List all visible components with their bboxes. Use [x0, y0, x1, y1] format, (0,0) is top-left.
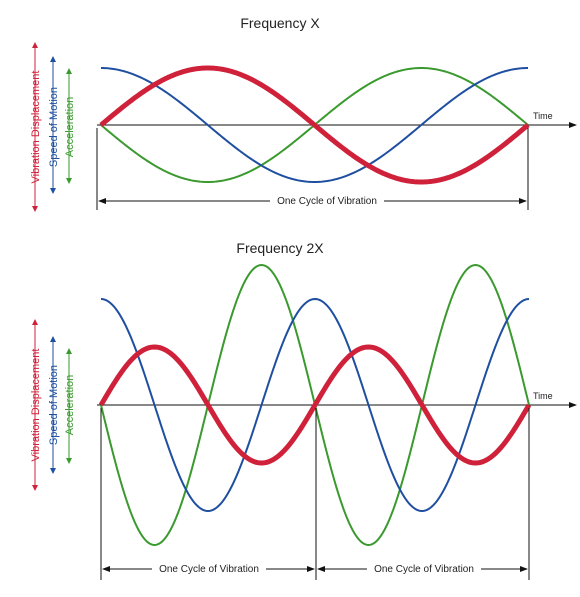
displacement-curve	[98, 344, 532, 466]
cycle-label: One Cycle of Vibration	[277, 196, 377, 207]
cycle-label-1: One Cycle of Vibration	[159, 564, 259, 575]
displacement-curve	[99, 65, 530, 185]
legend: Vibration Displacement Speed of Motion A…	[30, 42, 76, 212]
legend-label-acceleration: Acceleration	[64, 375, 76, 436]
legend-label-speed: Speed of Motion	[48, 87, 60, 167]
panel-frequency-x: Frequency X Vibration Displacement Speed…	[30, 15, 577, 212]
panel-title: Frequency 2X	[236, 240, 324, 256]
speed-curve	[100, 67, 529, 184]
legend-label-displacement: Vibration Displacement	[30, 71, 42, 184]
legend-label-speed: Speed of Motion	[48, 365, 60, 445]
panel-frequency-2x: Frequency 2X Vibration Displacement Spee…	[30, 240, 577, 580]
panel-title: Frequency X	[240, 15, 320, 31]
time-label: Time	[533, 111, 553, 121]
legend: Vibration Displacement Speed of Motion A…	[30, 319, 76, 491]
legend-label-displacement: Vibration Displacement	[30, 349, 42, 462]
cycle-label-2: One Cycle of Vibration	[374, 564, 474, 575]
time-label: Time	[533, 391, 553, 401]
legend-label-acceleration: Acceleration	[64, 97, 76, 158]
